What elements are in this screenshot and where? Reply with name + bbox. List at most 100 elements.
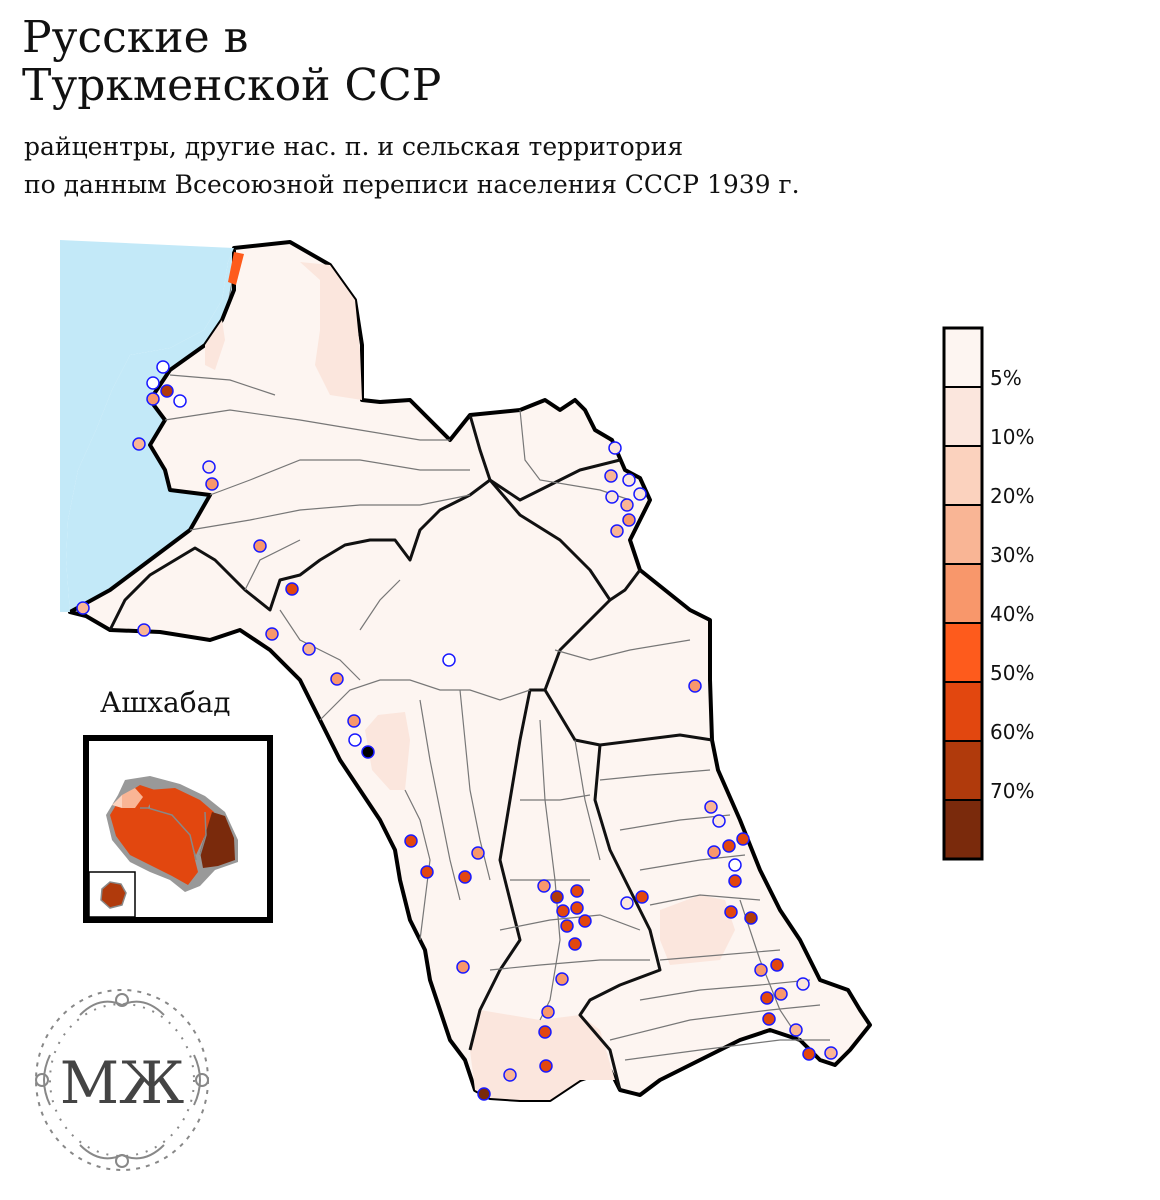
legend-label: 50% [990,661,1034,685]
legend-swatch [943,386,983,447]
settlement-dot [347,714,361,728]
legend-swatch [943,563,983,624]
settlement-dot [76,601,90,615]
settlement-dot [707,845,721,859]
district-north-coast [205,320,225,370]
settlement-dot [442,653,456,667]
legend-label: 10% [990,425,1034,449]
legend-swatch [943,622,983,683]
legend-swatch [943,740,983,801]
inset-district-west [110,785,198,885]
inset-label-ashgabat: Ашхабад [100,686,231,719]
legend-label: 5% [990,366,1022,390]
settlement-dot [635,890,649,904]
title-line-2: Туркменской ССР [22,60,442,111]
settlement-dot [146,392,160,406]
settlement-dot [802,1047,816,1061]
legend-label: 30% [990,543,1034,567]
settlement-dot [633,487,647,501]
territory-land [68,240,872,1102]
inset-district-center [148,788,214,855]
settlement-dot [132,437,146,451]
settlement-dot [770,958,784,972]
ashgabat-inset [83,735,273,923]
settlement-dot [570,884,584,898]
legend-swatch [943,681,983,742]
settlement-dot [541,1005,555,1019]
settlement-dot [160,384,174,398]
settlement-dot [550,890,564,904]
settlement-dot [760,991,774,1005]
settlement-dot [348,733,362,747]
legend-label: 60% [990,720,1034,744]
settlement-dot-ashgabat [361,745,375,759]
settlement-dot [253,539,267,553]
settlement-dot [173,394,187,408]
district-krasnovodsk-tip [228,252,244,285]
settlement-dot [202,460,216,474]
subtitle-line-1: райцентры, другие нас. п. и сельская тер… [24,132,684,161]
settlement-dot [604,469,618,483]
settlement-dot [456,960,470,974]
subtitle-line-2: по данным Всесоюзной переписи населения … [24,170,800,199]
inset-district-east [200,812,235,868]
settlement-dot [420,865,434,879]
district-northeast-caspian [300,262,362,400]
settlement-dot [728,858,742,872]
district-ashgabat-area [365,712,410,790]
settlement-dot [568,937,582,951]
settlement-dot [503,1068,517,1082]
legend-swatch [943,445,983,506]
district-borders [164,374,830,1061]
legend-swatch [943,327,983,388]
settlement-dot [570,901,584,915]
settlement-dot [722,839,736,853]
settlement-dot [704,800,718,814]
settlement-dot [302,642,316,656]
logo-text: МЖ [60,1049,185,1117]
legend-frame [942,326,984,861]
settlement-dot [754,963,768,977]
settlement-dot [610,524,624,538]
settlement-dot [556,904,570,918]
legend-label: 20% [990,484,1034,508]
settlement-dot [789,1023,803,1037]
settlement-dot [560,919,574,933]
settlement-dot [620,498,634,512]
legend: 5% 10% 20% 30% 40% 50% 60% 70% [942,326,1142,870]
settlement-dot [608,441,622,455]
settlement-dot [762,1012,776,1026]
settlement-dot [712,814,726,828]
legend-label: 40% [990,602,1034,626]
inset-mini-city [100,881,127,909]
settlement-dot [774,987,788,1001]
logo-monogram: МЖ [35,989,209,1171]
settlement-dot [477,1087,491,1101]
legend-bar: 5% 10% 20% 30% 40% 50% 60% 70% [942,326,1034,861]
settlement-dot [555,972,569,986]
title-line-1: Русские в [22,12,249,63]
settlement-dot [744,911,758,925]
settlement-dot [146,376,160,390]
settlement-dot [620,896,634,910]
settlement-dots [76,360,838,1101]
settlement-dot [404,834,418,848]
settlement-dot [622,513,636,527]
district-east-central [660,895,735,965]
settlement-dot [539,1059,553,1073]
settlement-dot [736,832,750,846]
settlement-dot [622,473,636,487]
settlement-dot [728,874,742,888]
settlement-dot [265,627,279,641]
legend-label: 70% [990,779,1034,803]
settlement-dot [285,582,299,596]
inset-district-nw-pale [112,795,122,808]
map-title: Русские в Туркменской ССР [22,14,441,110]
legend-swatch [943,504,983,565]
settlement-dot [538,1025,552,1039]
settlement-dot [205,477,219,491]
inset-district-nw-light [122,788,143,808]
map-subtitle: райцентры, другие нас. п. и сельская тер… [24,128,800,204]
settlement-dot [537,879,551,893]
